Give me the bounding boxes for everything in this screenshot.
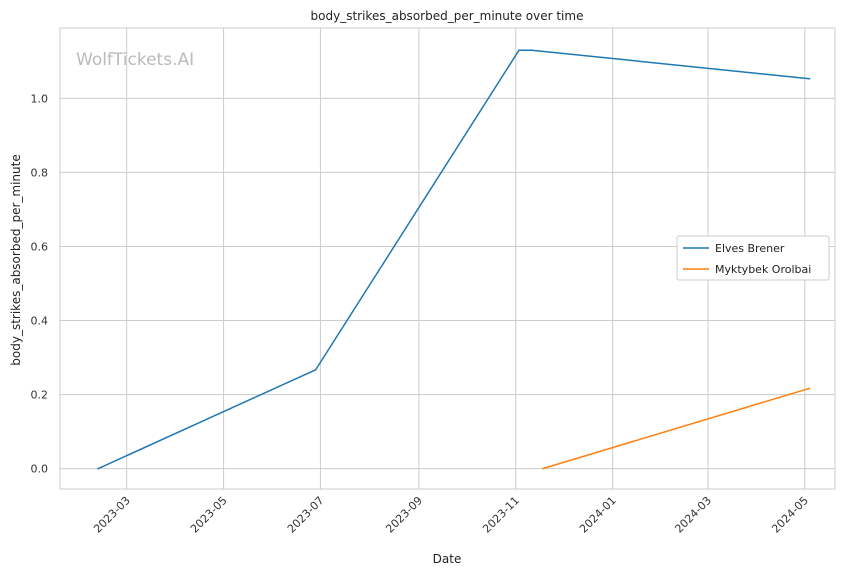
- data-point: [518, 49, 520, 52]
- data-point: [808, 77, 811, 80]
- data-point: [530, 49, 533, 52]
- watermark: WolfTickets.AI: [76, 50, 194, 70]
- y-tick-label: 0.4: [31, 315, 49, 328]
- legend-entry: Myktybek Orolbai: [715, 263, 811, 276]
- y-tick-label: 0.2: [31, 389, 49, 402]
- data-point: [314, 368, 317, 371]
- y-tick-label: 0.6: [31, 240, 49, 253]
- legend-box: [676, 235, 830, 281]
- plot-frame: [59, 27, 836, 490]
- y-axis-label: body_strikes_absorbed_per_minute: [9, 154, 23, 365]
- data-point: [97, 467, 99, 470]
- series-line-1: [542, 387, 810, 470]
- y-tick-label: 1.0: [31, 92, 49, 105]
- legend: Elves Brener Myktybek Orolbai: [676, 235, 830, 281]
- chart-title: body_strikes_absorbed_per_minute over ti…: [311, 9, 584, 23]
- legend-entry: Elves Brener: [715, 242, 785, 255]
- y-tick-label: 0.8: [31, 166, 49, 179]
- y-axis-ticks: 0.0 0.2 0.4 0.6 0.8 1.0: [31, 92, 49, 475]
- grid-lines: [60, 28, 835, 489]
- series-group: [97, 49, 811, 470]
- data-point: [541, 467, 544, 470]
- x-axis-label: Date: [433, 552, 462, 566]
- data-point: [808, 387, 811, 390]
- y-tick-label: 0.0: [31, 463, 49, 476]
